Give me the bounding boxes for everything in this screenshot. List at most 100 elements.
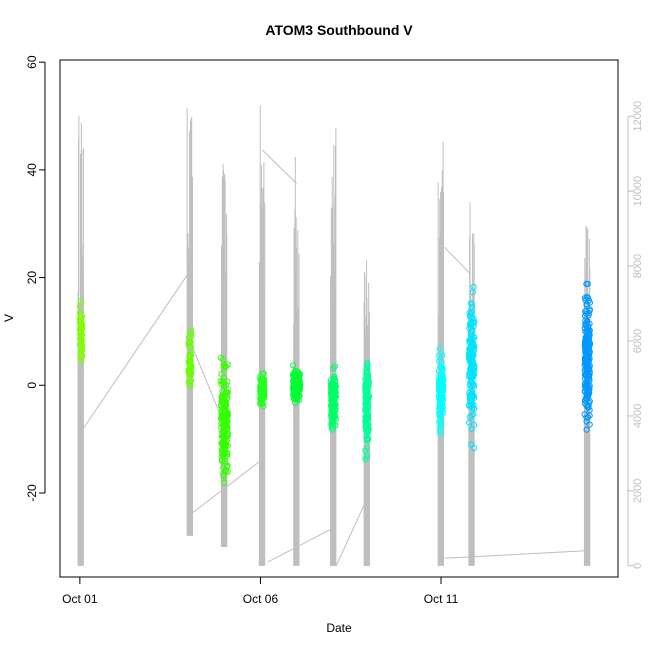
data-point [582,381,590,388]
data-point [259,386,266,393]
data-point [583,333,590,340]
secondary-connector [444,246,471,274]
data-point [583,402,590,409]
data-point [224,468,231,475]
data-point [438,359,445,366]
data-point [221,365,228,372]
data-point [439,394,446,401]
data-point [219,456,226,463]
data-point [78,335,85,342]
data-point [219,404,226,411]
y2-tick-label: 2000 [632,479,644,503]
data-point [291,370,298,377]
data-point [218,381,225,388]
data-point [187,361,194,368]
data-point [331,374,338,381]
y2-tick-label: 12000 [632,101,644,132]
data-point [583,426,590,433]
data-point [220,449,228,456]
data-point [363,408,370,415]
data-point [470,323,477,330]
data-point [436,409,443,417]
data-point [364,361,371,368]
data-point [470,367,477,374]
data-point [583,414,590,421]
data-point [257,373,264,380]
data-point [584,380,591,387]
data-point [329,426,336,433]
data-point [331,393,338,400]
data-point [466,382,473,389]
secondary-connector [335,494,370,566]
data-point [331,406,339,413]
data-point [439,410,446,417]
y-axis-label: V [2,314,16,322]
data-point [471,444,478,452]
data-point [259,400,266,407]
data-point [290,376,298,383]
data-point [219,441,226,448]
data-point [467,331,475,339]
data-point [436,358,443,365]
data-point [583,280,590,287]
y-tick-label: 40 [25,163,39,177]
x-tick-label: Oct 06 [243,592,279,606]
secondary-connector [261,149,297,184]
data-point [438,391,445,398]
data-point [292,399,299,406]
data-point [218,394,225,401]
data-point [437,387,444,395]
data-point [220,361,227,368]
data-point [584,403,591,410]
data-point [293,383,300,391]
data-points [76,280,594,486]
data-point [439,352,446,359]
data-point [291,389,298,396]
data-point [581,342,589,349]
data-point [586,306,593,313]
data-point [364,369,371,376]
data-point [583,394,590,401]
data-point [365,395,372,402]
data-point [185,369,193,376]
data-point [586,398,593,405]
data-point [439,366,446,373]
data-point [466,357,474,364]
data-point [362,407,369,414]
y2-tick-label: 8000 [632,254,644,278]
data-point [467,324,474,331]
data-point [290,362,297,369]
data-point [187,351,194,358]
data-point [221,363,228,370]
data-point [583,310,590,317]
data-point [329,413,336,420]
data-point [468,401,475,409]
data-point [185,339,192,346]
y-tick-label: 60 [25,55,39,69]
data-point [77,298,84,305]
data-point [470,319,477,326]
data-point [583,327,590,334]
data-point [436,377,443,384]
data-point [294,384,301,391]
data-point [436,418,443,426]
data-point [585,297,593,304]
secondary-connector [444,550,586,559]
data-point [466,309,473,316]
data-point [258,388,265,396]
data-point [363,437,370,444]
y-tick-label: -20 [25,484,39,502]
data-point [362,456,369,463]
y2-tick-label: 0 [632,563,644,569]
data-point [224,418,231,425]
data-point [437,422,444,430]
data-point [219,415,226,422]
data-point [363,362,370,369]
data-point [221,435,228,442]
data-point [78,352,86,359]
data-point [330,381,337,389]
data-point [188,333,195,340]
x-tick-label: Oct 01 [62,592,98,606]
data-point [221,390,229,397]
data-point [582,320,590,327]
